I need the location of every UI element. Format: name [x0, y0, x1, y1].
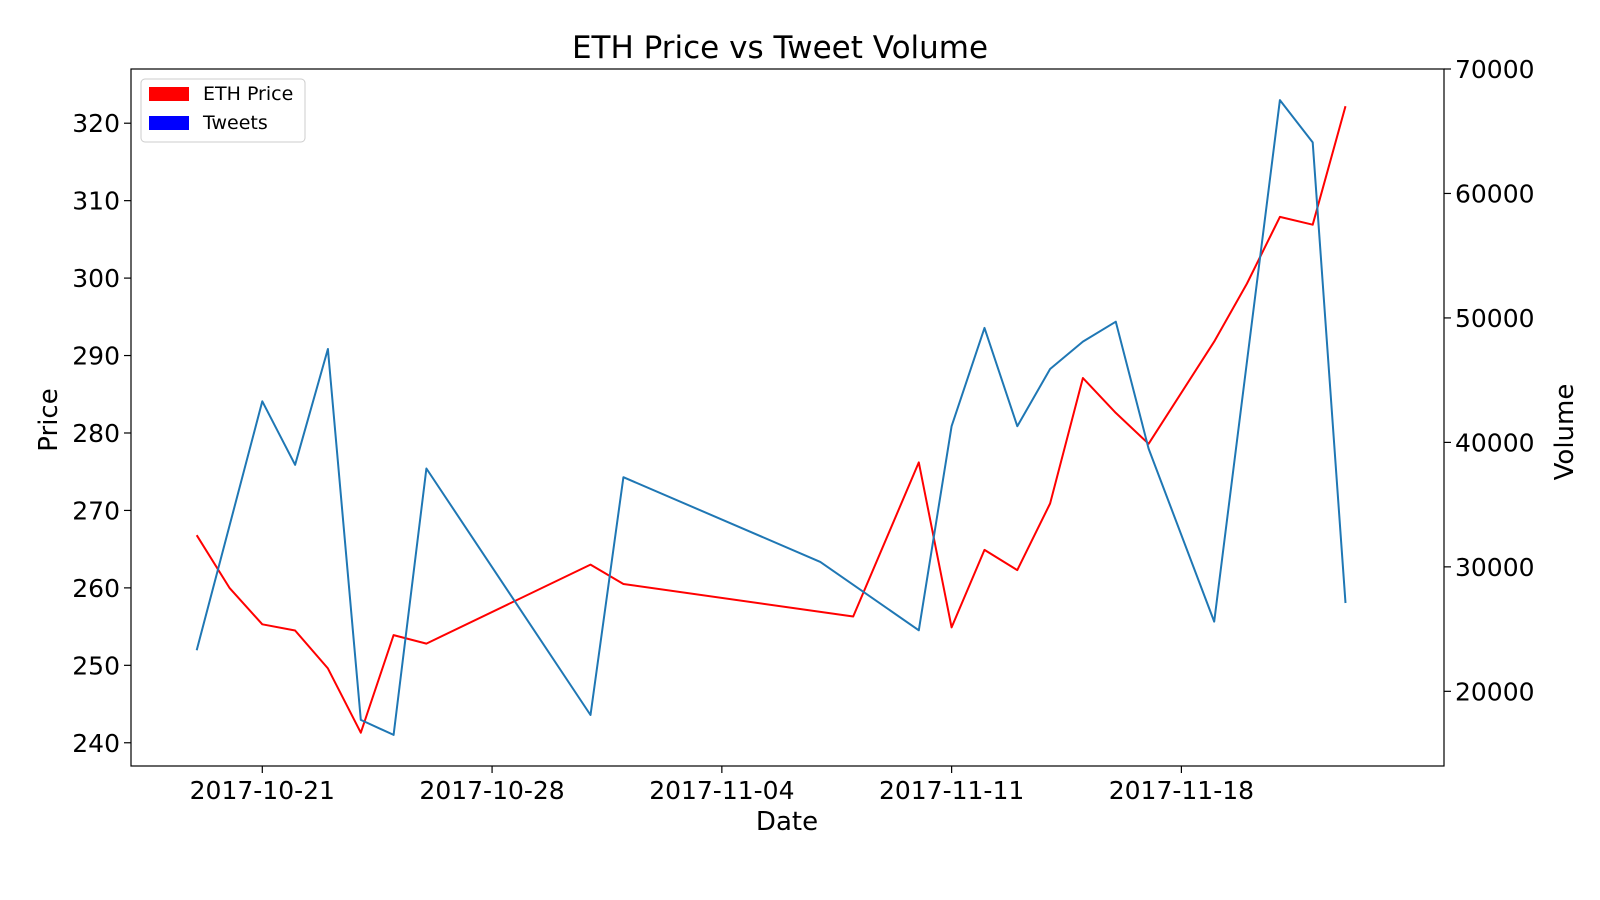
chart-title: ETH Price vs Tweet Volume — [572, 30, 988, 66]
legend-label-tweets: Tweets — [202, 112, 268, 134]
x-tick-label: 2017-10-28 — [419, 776, 564, 805]
y-tick-label: 260 — [72, 574, 120, 603]
y-tick-label: 290 — [72, 342, 120, 371]
y-tick-label: 250 — [72, 651, 120, 680]
y-axis-label: Price — [34, 388, 64, 451]
series-layer — [195, 99, 1347, 736]
legend-swatch-eth-price — [149, 87, 189, 101]
y2-axis-label: Volume — [1550, 384, 1580, 481]
x-tick-label: 2017-11-04 — [649, 776, 794, 805]
series-line-eth-price — [195, 105, 1347, 734]
plot-area — [130, 68, 1445, 767]
y-tick-label: 280 — [72, 419, 120, 448]
x-axis: 2017-10-21 2017-10-28 2017-11-04 2017-11-11… — [190, 766, 1254, 805]
legend-swatch-tweets — [149, 116, 189, 130]
x-tick-label: 2017-11-18 — [1109, 776, 1254, 805]
y-tick-label: 240 — [72, 729, 120, 758]
plot-frame — [130, 68, 1445, 767]
y2-tick-label: 30000 — [1455, 553, 1535, 582]
y2-tick-label: 60000 — [1455, 179, 1535, 208]
y2-tick-label: 50000 — [1455, 304, 1535, 333]
y2-tick-label: 70000 — [1455, 55, 1535, 84]
y-tick-label: 300 — [72, 264, 120, 293]
y-axis-right: 20000 30000 40000 50000 60000 70000 — [1444, 55, 1535, 706]
x-tick-label: 2017-11-11 — [879, 776, 1024, 805]
legend: ETH Price Tweets — [140, 78, 306, 143]
y-axis-left: 240 250 260 270 280 290 300 310 320 — [72, 109, 131, 758]
legend-label-eth-price: ETH Price — [203, 83, 293, 105]
x-axis-label: Date — [756, 807, 818, 837]
y-tick-label: 320 — [72, 109, 120, 138]
y2-tick-label: 20000 — [1455, 677, 1535, 706]
series-line-tweets — [195, 99, 1347, 736]
y-tick-label: 310 — [72, 187, 120, 216]
y2-tick-label: 40000 — [1455, 428, 1535, 457]
y-tick-label: 270 — [72, 496, 120, 525]
x-tick-label: 2017-10-21 — [190, 776, 335, 805]
